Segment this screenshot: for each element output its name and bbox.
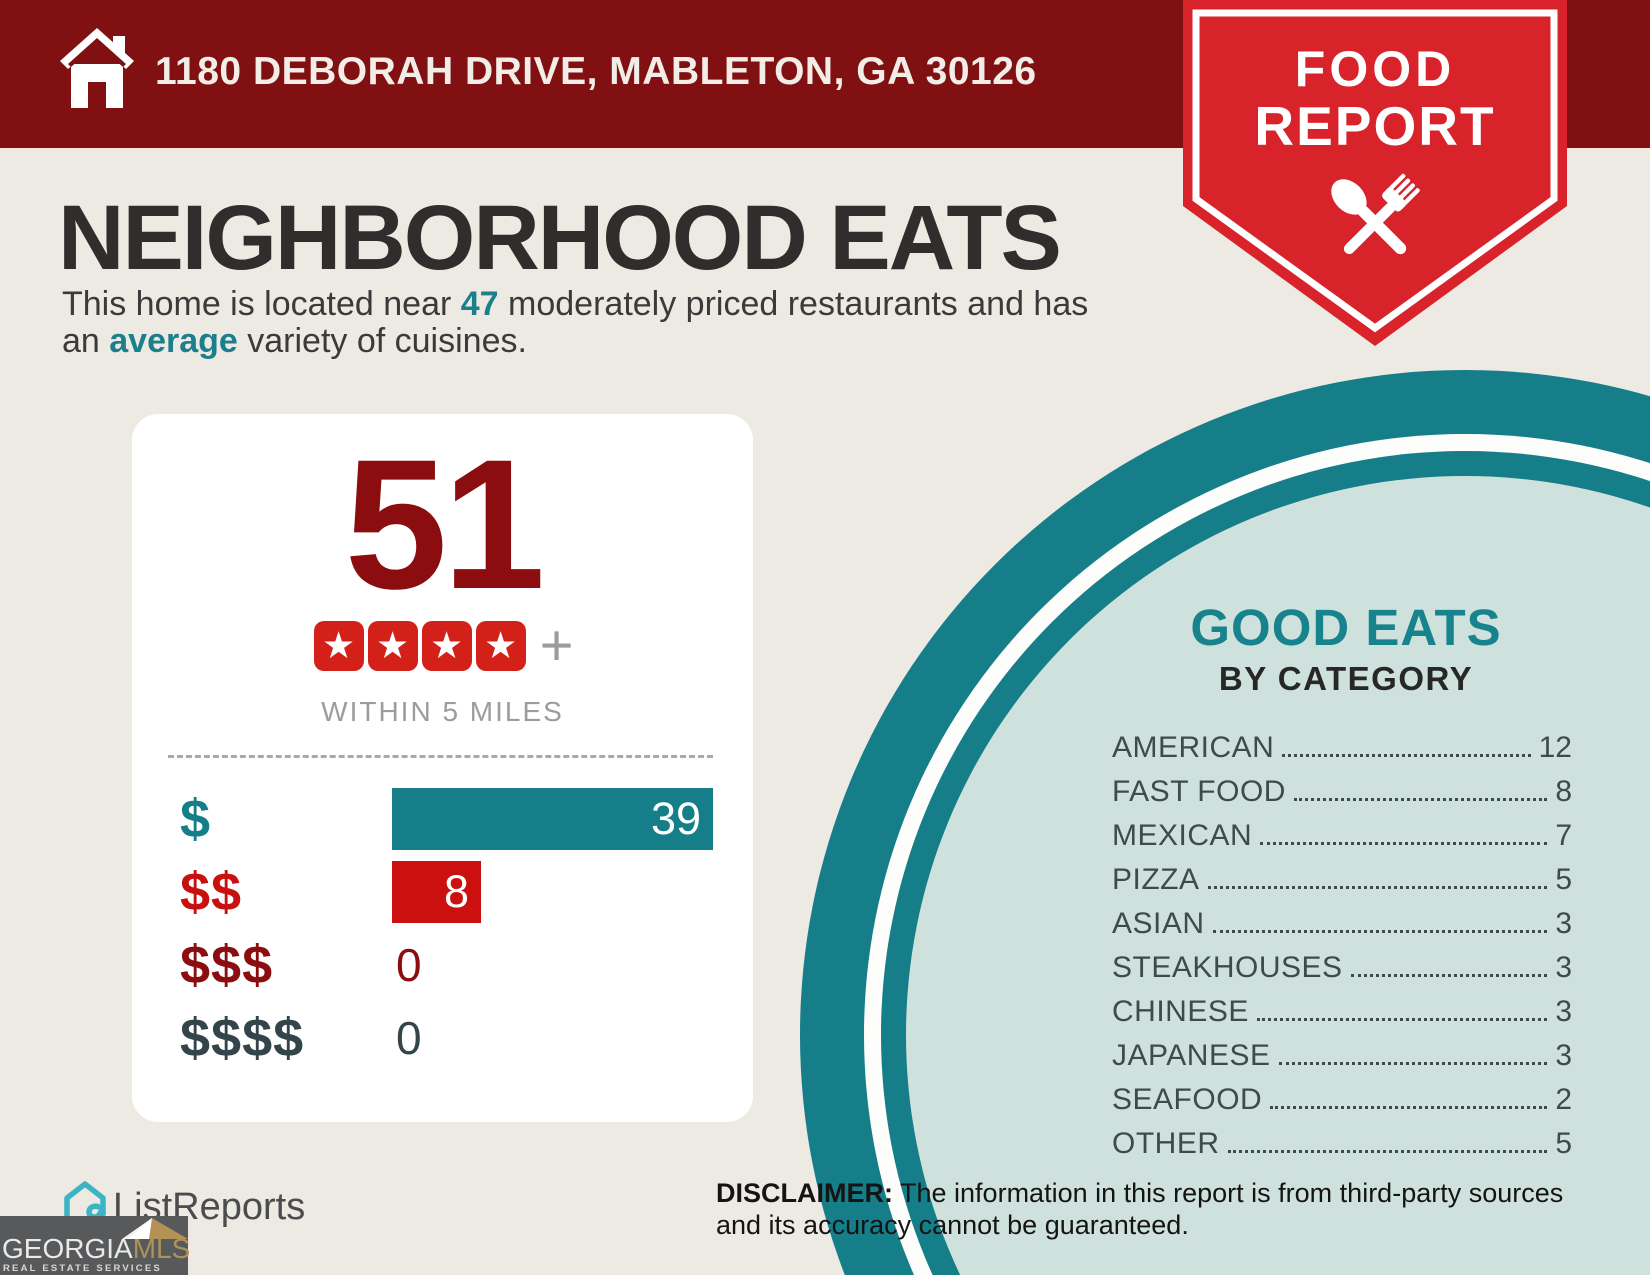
price-row: $$ 8: [180, 861, 717, 923]
price-bar: 0: [392, 934, 422, 996]
star-icon: ★: [313, 621, 364, 671]
good-eats-list: AMERICAN 12 FAST FOOD 8 MEXICAN 7 PIZZA 5 AS…: [1100, 726, 1592, 1166]
price-bar: 0: [392, 1007, 422, 1069]
category-label: SEAFOOD: [1112, 1083, 1263, 1116]
price-bar-value: 8: [443, 866, 469, 917]
score-card: 51 ★ ★ ★ ★ + WITHIN 5 MILES $ 39 $$ 8 $$$ 0…: [132, 414, 753, 1122]
subtitle-part2: moderately priced restaurants and has an: [62, 285, 1089, 360]
disclaimer-body: The information in this report is from t…: [716, 1178, 1564, 1240]
star-tiles: ★ ★ ★ ★: [312, 621, 528, 671]
category-count: 3: [1555, 995, 1572, 1028]
category-label: MEXICAN: [1112, 819, 1253, 852]
price-bar-value: 0: [396, 939, 422, 991]
list-item: OTHER 5: [1112, 1122, 1572, 1166]
list-item: JAPANESE 3: [1112, 1034, 1572, 1078]
home-icon: [60, 26, 134, 115]
dotted-leader: [1227, 1150, 1548, 1153]
price-bar: 8: [392, 861, 481, 923]
mountain-icon: [122, 1218, 188, 1239]
list-item: AMERICAN 12: [1112, 726, 1572, 770]
price-tier-label: $: [180, 789, 212, 849]
subtitle-part1: This home is located near: [62, 285, 461, 323]
category-label: OTHER: [1112, 1127, 1220, 1160]
category-count: 5: [1555, 863, 1572, 896]
disclaimer-label: DISCLAIMER:: [716, 1178, 893, 1208]
price-tier-label: $$$: [180, 935, 274, 995]
price-row: $ 39: [180, 788, 717, 850]
category-label: FAST FOOD: [1112, 775, 1286, 808]
dotted-leader: [1256, 1018, 1548, 1021]
price-tier-label: $$$$: [180, 1008, 305, 1068]
good-eats-title: GOOD EATS: [1190, 599, 1502, 656]
list-item: SEAFOOD 2: [1112, 1078, 1572, 1122]
category-count: 3: [1555, 1039, 1572, 1072]
dotted-leader: [1282, 754, 1531, 757]
category-label: ASIAN: [1112, 907, 1205, 940]
list-item: PIZZA 5: [1112, 858, 1572, 902]
variety-quality: average: [109, 322, 238, 360]
crossed-spoon-fork-icon: [1331, 173, 1420, 255]
dotted-leader: [1207, 886, 1548, 889]
plus-icon: +: [539, 613, 574, 678]
property-address: 1180 DEBORAH DRIVE, MABLETON, GA 30126: [155, 50, 1037, 93]
dotted-leader: [1278, 1062, 1548, 1065]
list-item: ASIAN 3: [1112, 902, 1572, 946]
category-count: 2: [1555, 1083, 1572, 1116]
category-label: JAPANESE: [1112, 1039, 1271, 1072]
price-bar: 39: [392, 788, 713, 850]
mls-text: MLS: [132, 1233, 191, 1264]
list-item: STEAKHOUSES 3: [1112, 946, 1572, 990]
category-label: CHINESE: [1112, 995, 1249, 1028]
list-item: CHINESE 3: [1112, 990, 1572, 1034]
restaurant-count: 47: [460, 285, 499, 323]
price-tier-label: $$: [180, 862, 243, 922]
stars-row: ★ ★ ★ ★ +: [132, 613, 753, 678]
subtitle-part3: variety of cuisines.: [237, 322, 527, 360]
scope-label: WITHIN 5 MILES: [321, 696, 564, 727]
dashed-divider: [168, 755, 713, 758]
price-bar-chart: $ 39 $$ 8 $$$ 0 $$$$ 0: [180, 788, 717, 1080]
page-subtitle: This home is located near 47 moderately …: [62, 286, 1092, 360]
price-row: $$$$ 0: [180, 1007, 717, 1069]
star-icon: ★: [367, 621, 418, 671]
list-item: FAST FOOD 8: [1112, 770, 1572, 814]
dotted-leader: [1260, 842, 1548, 845]
dotted-leader: [1293, 798, 1548, 801]
dotted-leader: [1270, 1106, 1548, 1109]
dotted-leader: [1350, 974, 1548, 977]
good-eats-subtitle: BY CATEGORY: [1218, 660, 1474, 697]
category-label: AMERICAN: [1112, 731, 1275, 764]
category-count: 12: [1538, 731, 1572, 764]
price-row: $$$ 0: [180, 934, 717, 996]
star-icon: ★: [475, 621, 526, 671]
category-count: 8: [1555, 775, 1572, 808]
category-count: 7: [1555, 819, 1572, 852]
disclaimer-text: DISCLAIMER: The information in this repo…: [716, 1177, 1576, 1241]
price-bar-value: 39: [650, 793, 701, 844]
ribbon-title-line2: REPORT: [1254, 95, 1496, 157]
georgia-mls-wordmark: GEORGIAMLS: [2, 1233, 190, 1265]
category-count: 3: [1555, 907, 1572, 940]
category-label: PIZZA: [1112, 863, 1200, 896]
good-eats-panel: GOOD EATS BY CATEGORY AMERICAN 12 FAST FO…: [1100, 598, 1592, 1166]
price-bar-value: 0: [396, 1012, 422, 1064]
page-title: NEIGHBORHOOD EATS: [58, 187, 1062, 289]
category-count: 3: [1555, 951, 1572, 984]
star-icon: ★: [421, 621, 472, 671]
georgia-mls-logo: GEORGIAMLS REAL ESTATE SERVICES: [0, 1216, 190, 1275]
ribbon-title-line1: FOOD: [1294, 41, 1456, 97]
list-item: MEXICAN 7: [1112, 814, 1572, 858]
dotted-leader: [1212, 930, 1548, 933]
georgia-mls-tagline: REAL ESTATE SERVICES: [3, 1263, 162, 1274]
category-count: 5: [1555, 1127, 1572, 1160]
georgia-text: GEORGIA: [2, 1233, 133, 1264]
food-report-ribbon: [1183, 0, 1567, 346]
restaurant-score: 51: [344, 422, 546, 628]
category-label: STEAKHOUSES: [1112, 951, 1343, 984]
